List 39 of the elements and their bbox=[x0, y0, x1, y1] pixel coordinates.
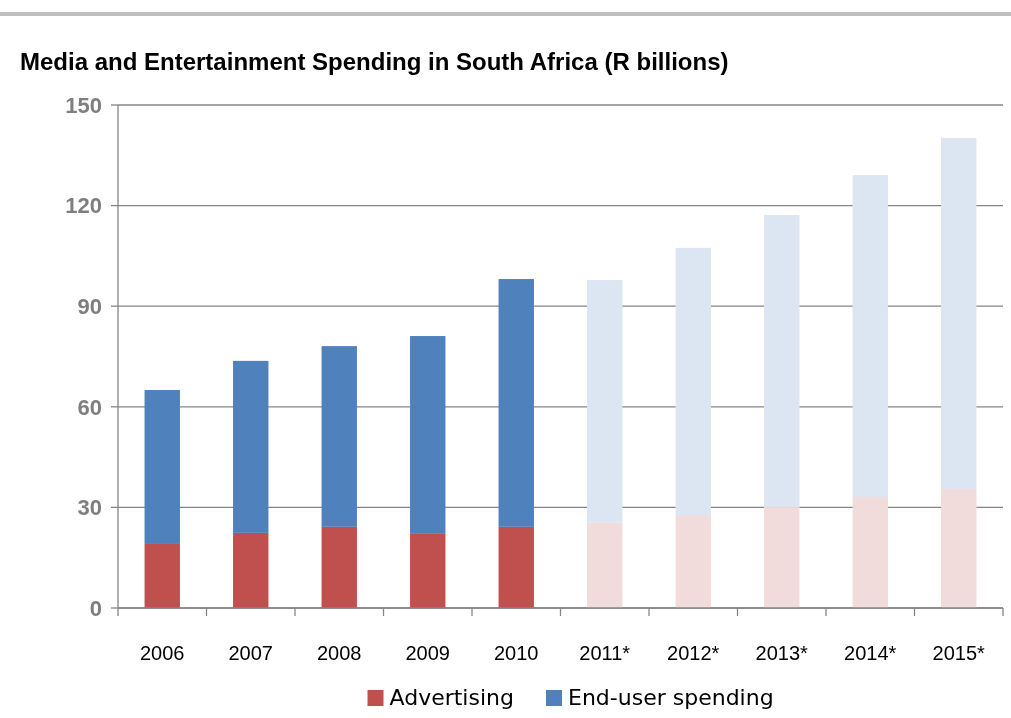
y-tick-label: 0 bbox=[89, 595, 102, 621]
bar bbox=[587, 280, 623, 523]
bar bbox=[941, 488, 977, 608]
bar bbox=[410, 336, 446, 534]
bar bbox=[498, 526, 534, 608]
x-tick-label: 2013* bbox=[755, 642, 809, 664]
bar bbox=[144, 543, 180, 608]
y-tick-label: 120 bbox=[65, 193, 102, 219]
bar bbox=[764, 214, 800, 508]
x-tick-label: 2007 bbox=[228, 642, 273, 664]
bar bbox=[675, 515, 711, 608]
bar bbox=[144, 390, 180, 544]
x-tick-label: 2010 bbox=[494, 642, 539, 664]
x-tick-label: 2011* bbox=[579, 642, 631, 664]
x-tick-label: 2012* bbox=[667, 642, 720, 664]
bar bbox=[321, 526, 357, 608]
bar bbox=[410, 533, 446, 608]
x-tick-label: 2008 bbox=[317, 642, 362, 664]
bar bbox=[852, 175, 888, 498]
bar bbox=[675, 247, 711, 516]
chart-title: Media and Entertainment Spending in South Africa (R billions) bbox=[20, 48, 729, 75]
x-tick-label: 2014* bbox=[844, 642, 897, 664]
y-tick-label: 60 bbox=[77, 394, 102, 420]
bar bbox=[321, 346, 357, 527]
bar bbox=[233, 532, 269, 608]
y-tick-label: 30 bbox=[77, 495, 102, 521]
legend-label: End-user spending bbox=[568, 685, 774, 710]
x-tick-label: 2009 bbox=[405, 642, 450, 664]
bar bbox=[233, 360, 269, 533]
y-tick-label: 150 bbox=[65, 92, 102, 118]
legend-label: Advertising bbox=[389, 685, 514, 710]
x-tick-label: 2015* bbox=[932, 642, 986, 664]
bar bbox=[587, 522, 623, 608]
x-tick-label: 2006 bbox=[140, 642, 185, 664]
bar bbox=[764, 507, 800, 608]
y-tick-label: 90 bbox=[77, 293, 102, 319]
bar bbox=[941, 137, 977, 489]
bar bbox=[498, 279, 534, 527]
bar bbox=[852, 497, 888, 608]
